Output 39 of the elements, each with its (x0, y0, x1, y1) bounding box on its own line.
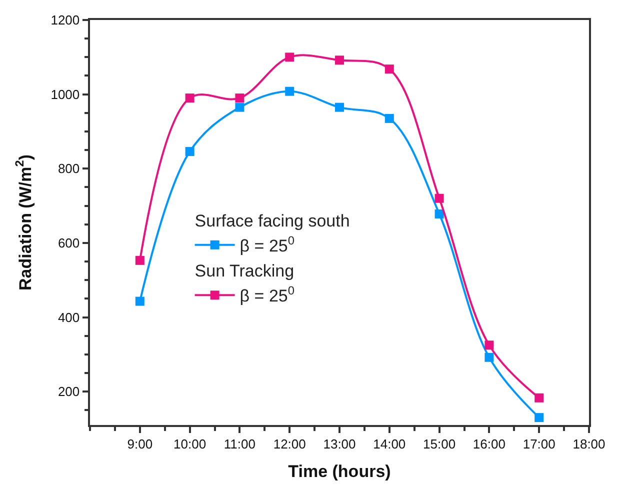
point (335, 56, 344, 65)
legend-label: β = 25$^{0}$ (240, 284, 295, 306)
x-tick-label: 10:00 (174, 436, 206, 452)
point (534, 413, 544, 422)
x-tick-label: 13:00 (323, 436, 356, 452)
x-tick-label: 9:00 (127, 436, 153, 452)
point (335, 102, 344, 112)
point (434, 194, 444, 203)
legend-label: β = 25$^{0}$ (240, 233, 295, 256)
x-tick-label: 16:00 (472, 436, 506, 452)
x-tick-label: 11:00 (224, 436, 256, 452)
y-tick-label: 200 (58, 384, 80, 400)
point (384, 114, 394, 123)
point (434, 209, 444, 218)
point (135, 296, 144, 306)
point (484, 340, 494, 350)
point (285, 86, 294, 96)
x-tick-label: 12:00 (273, 436, 306, 452)
x-tick-label: 14:00 (373, 436, 406, 452)
x-tick-label: 15:00 (423, 436, 456, 452)
y-tick-label: 400 (58, 310, 80, 325)
point (235, 102, 244, 112)
y-tick-label: 800 (58, 161, 80, 176)
point (384, 64, 394, 74)
point (235, 94, 244, 103)
x-tick-label: 17:00 (522, 436, 556, 452)
point (185, 147, 194, 156)
annotation: Sun Tracking (194, 262, 294, 281)
point (185, 94, 194, 103)
point (534, 393, 544, 402)
y-tick-label: 1200 (50, 12, 80, 28)
annotation: Surface facing south (194, 211, 350, 230)
y-tick-label: 1000 (50, 86, 80, 102)
point (285, 52, 294, 62)
x-tick-label: 18:00 (572, 436, 606, 452)
x-axis-title: Time (hours) (288, 462, 391, 482)
point (135, 256, 144, 265)
y-tick-label: 600 (58, 235, 80, 250)
point (484, 352, 494, 362)
